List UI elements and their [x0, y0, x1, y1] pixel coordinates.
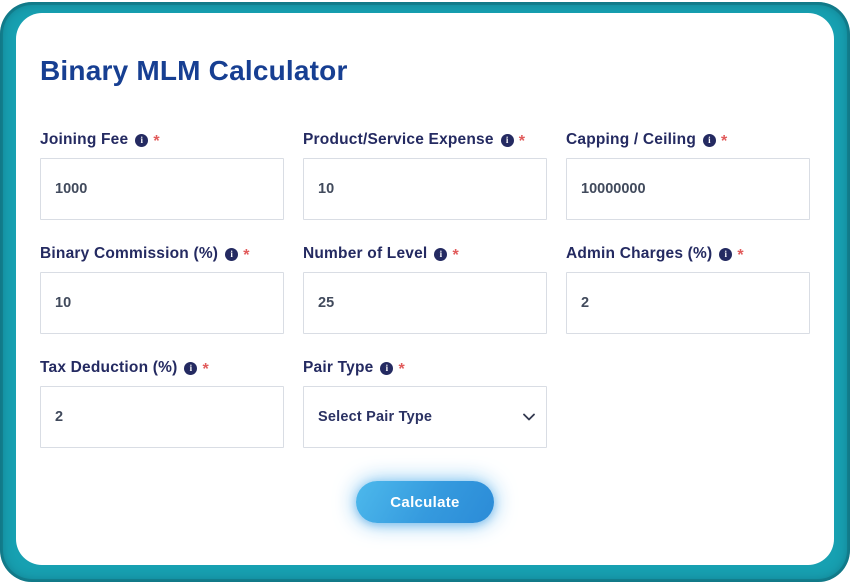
field-label-admin-charges: Admin Charges (%) i * — [566, 245, 810, 264]
info-icon[interactable]: i — [719, 247, 733, 261]
info-icon[interactable]: i — [380, 361, 394, 375]
button-row: Calculate — [40, 481, 810, 523]
select-wrap-pair-type: Select Pair Type — [303, 386, 547, 448]
field-label-tax-deduction: Tax Deduction (%) i * — [40, 359, 284, 378]
admin-charges-input[interactable] — [566, 272, 810, 334]
field-capping-ceiling: Capping / Ceiling i * — [566, 131, 810, 220]
joining-fee-input[interactable] — [40, 158, 284, 220]
required-asterisk: * — [737, 247, 744, 264]
required-asterisk: * — [153, 133, 160, 150]
product-service-expense-input[interactable] — [303, 158, 547, 220]
calculate-button[interactable]: Calculate — [356, 481, 494, 523]
field-label-text: Pair Type — [303, 359, 374, 376]
capping-ceiling-input[interactable] — [566, 158, 810, 220]
page-title: Binary MLM Calculator — [40, 55, 348, 86]
field-pair-type: Pair Type i * Select Pair Type — [303, 359, 547, 448]
field-label-binary-commission: Binary Commission (%) i * — [40, 245, 284, 264]
binary-commission-input[interactable] — [40, 272, 284, 334]
field-label-text: Binary Commission (%) — [40, 245, 219, 262]
number-of-level-input[interactable] — [303, 272, 547, 334]
field-joining-fee: Joining Fee i * — [40, 131, 284, 220]
required-asterisk: * — [452, 247, 459, 264]
field-label-text: Joining Fee — [40, 131, 129, 148]
field-admin-charges: Admin Charges (%) i * — [566, 245, 810, 334]
field-label-text: Capping / Ceiling — [566, 131, 696, 148]
tax-deduction-input[interactable] — [40, 386, 284, 448]
required-asterisk: * — [518, 133, 526, 150]
field-number-of-level: Number of Level i * — [303, 245, 547, 334]
info-icon[interactable]: i — [135, 133, 149, 147]
required-asterisk: * — [202, 361, 209, 378]
info-icon[interactable]: i — [434, 247, 448, 261]
field-label-pair-type: Pair Type i * — [303, 359, 547, 378]
field-label-text: Admin Charges (%) — [566, 245, 713, 262]
field-label-joining-fee: Joining Fee i * — [40, 131, 284, 150]
info-icon[interactable]: i — [702, 133, 716, 147]
field-label-product-service-expense: Product/Service Expense i * — [303, 131, 547, 150]
field-label-text: Tax Deduction (%) — [40, 359, 178, 376]
info-icon[interactable]: i — [184, 361, 198, 375]
calculator-card: Binary MLM Calculator Joining Feei*Produ… — [16, 13, 834, 565]
field-label-text: Number of Level — [303, 245, 428, 262]
required-asterisk: * — [720, 133, 728, 150]
info-icon[interactable]: i — [225, 247, 239, 261]
field-label-text: Product/Service Expense — [303, 131, 494, 148]
required-asterisk: * — [243, 247, 250, 264]
field-label-capping-ceiling: Capping / Ceiling i * — [566, 131, 810, 150]
field-binary-commission: Binary Commission (%) i * — [40, 245, 284, 334]
field-label-number-of-level: Number of Level i * — [303, 245, 547, 264]
required-asterisk: * — [398, 361, 405, 378]
field-tax-deduction: Tax Deduction (%) i * — [40, 359, 284, 448]
pair-type-select[interactable]: Select Pair Type — [303, 386, 547, 448]
info-icon[interactable]: i — [500, 133, 514, 147]
field-product-service-expense: Product/Service Expense i * — [303, 131, 547, 220]
